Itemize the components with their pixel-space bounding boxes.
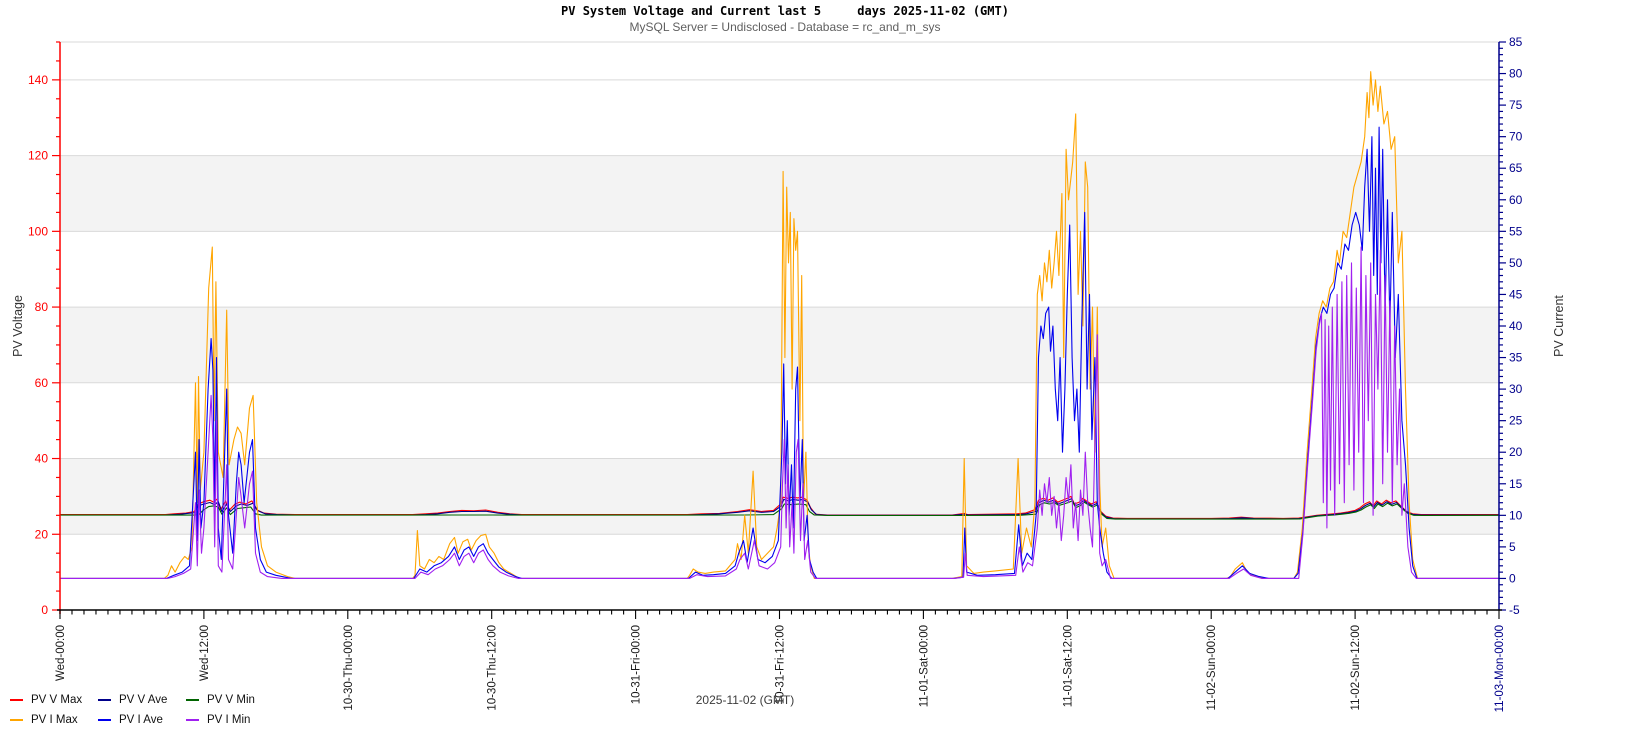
right-axis-tick-label: 35 [1509, 351, 1523, 365]
right-axis-tick-label: 0 [1509, 571, 1516, 585]
legend-item-pv-v-max: PV V Max [10, 694, 98, 706]
plot-band [60, 155, 1499, 232]
right-axis-tick-label: 75 [1509, 98, 1523, 112]
left-axis-title: PV Voltage [11, 295, 25, 357]
left-axis-tick-label: 40 [35, 452, 49, 466]
right-axis-tick-label: 85 [1509, 35, 1523, 49]
left-axis-tick-label: 100 [28, 224, 48, 238]
series-line-pv-v-min [60, 500, 1500, 520]
right-axis-tick-label: 65 [1509, 161, 1523, 175]
right-axis-tick-label: 60 [1509, 193, 1523, 207]
x-axis-tick-label: Wed-12:00 [199, 625, 211, 681]
left-axis-tick-label: 0 [41, 603, 48, 617]
pv-v-max-line-swatch [10, 698, 23, 702]
right-axis-tick-label: 30 [1509, 382, 1523, 396]
x-axis-tick-label: 11-01-Sat-00:00 [918, 625, 930, 707]
x-axis-tick-label: 11-03-Mon-00:00 [1494, 625, 1506, 712]
legend-label: PV I Min [207, 714, 251, 726]
pv-i-ave-line-swatch [98, 718, 111, 722]
x-axis-tick-label: 10-31-Fri-00:00 [631, 625, 643, 704]
pv-v-min-line-swatch [186, 698, 199, 702]
chart-title: PV System Voltage and Current last 5 day… [561, 4, 1009, 18]
right-axis-tick-label: 15 [1509, 477, 1523, 491]
legend-row-voltage: PV V Max PV V Ave PV V Min [10, 690, 274, 710]
legend-label: PV I Max [31, 714, 78, 726]
right-axis-tick-label: 40 [1509, 319, 1523, 333]
chart-legend: PV V Max PV V Ave PV V Min PV I Max PV I… [10, 690, 274, 730]
legend-label: PV V Max [31, 694, 83, 706]
series-line-pv-i-min [60, 246, 1499, 579]
left-axis-tick-label: 20 [35, 527, 49, 541]
x-axis-tick-label: 10-30-Thu-12:00 [487, 625, 499, 711]
chart-subtitle: MySQL Server = Undisclosed - Database = … [629, 20, 941, 34]
right-axis-title: PV Current [1552, 295, 1566, 357]
legend-item-pv-v-min: PV V Min [186, 694, 274, 706]
pv-v-ave-line-swatch [98, 698, 111, 702]
x-axis-date-caption: 2025-11-02 (GMT) [695, 693, 795, 707]
x-axis-tick-label: 11-01-Sat-12:00 [1062, 625, 1074, 707]
legend-item-pv-v-ave: PV V Ave [98, 694, 186, 706]
legend-item-pv-i-min: PV I Min [186, 714, 274, 726]
left-axis-tick-label: 80 [35, 300, 49, 314]
x-axis-tick-label: 10-31-Fri-12:00 [775, 625, 787, 704]
right-axis-tick-label: 55 [1509, 224, 1523, 238]
x-axis-tick-label: Wed-00:00 [55, 625, 67, 681]
right-axis-tick-label: 10 [1509, 508, 1523, 522]
legend-label: PV I Ave [119, 714, 163, 726]
plot-band [60, 307, 1499, 383]
right-axis-tick-label: 20 [1509, 445, 1523, 459]
left-axis-tick-label: 140 [28, 73, 48, 87]
legend-label: PV V Min [207, 694, 255, 706]
right-axis-tick-label: 5 [1509, 540, 1516, 554]
right-axis-tick-label: 50 [1509, 256, 1523, 270]
series-line-pv-v-ave [60, 498, 1499, 520]
pv-i-max-line-swatch [10, 718, 23, 722]
right-axis-tick-label: 80 [1509, 67, 1523, 81]
right-axis-tick-label: -5 [1509, 603, 1520, 617]
left-axis-tick-label: 120 [28, 149, 48, 163]
left-axis-tick-label: 60 [35, 376, 49, 390]
right-axis-tick-label: 25 [1509, 414, 1523, 428]
legend-row-current: PV I Max PV I Ave PV I Min [10, 710, 274, 730]
x-axis-tick-label: 11-02-Sun-12:00 [1350, 625, 1362, 710]
pv-i-min-line-swatch [186, 718, 199, 722]
legend-item-pv-i-max: PV I Max [10, 714, 98, 726]
series-line-pv-i-ave [60, 126, 1499, 579]
x-axis-tick-label: 11-02-Sun-00:00 [1206, 625, 1218, 710]
right-axis-tick-label: 45 [1509, 287, 1523, 301]
x-axis-tick-label: 10-30-Thu-00:00 [343, 625, 355, 711]
legend-label: PV V Ave [119, 694, 168, 706]
right-axis-tick-label: 70 [1509, 130, 1523, 144]
legend-item-pv-i-ave: PV I Ave [98, 714, 186, 726]
